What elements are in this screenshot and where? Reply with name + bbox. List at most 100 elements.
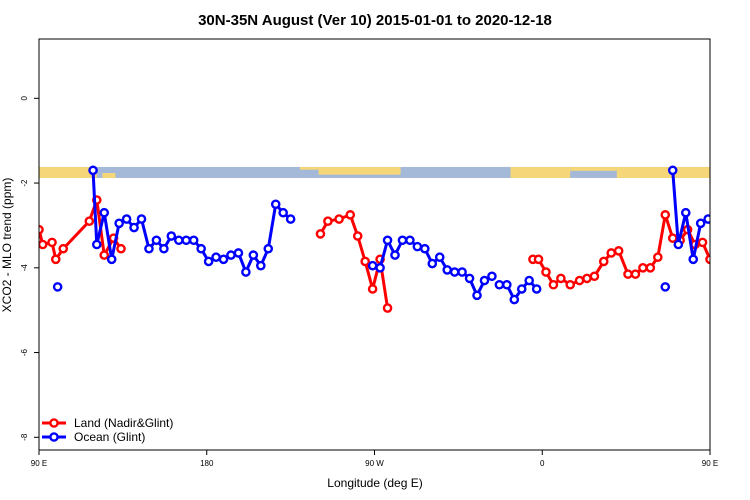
data-point bbox=[129, 222, 139, 233]
y-axis-label: XCO2 - MLO trend (ppm) bbox=[0, 178, 14, 313]
data-point bbox=[241, 267, 251, 277]
data-point bbox=[606, 248, 617, 258]
data-point bbox=[660, 282, 671, 292]
data-point bbox=[487, 271, 497, 282]
data-point bbox=[442, 265, 452, 275]
legend: Land (Nadir&Glint)Ocean (Glint) bbox=[42, 416, 173, 444]
y-tick-label: -8 bbox=[20, 433, 29, 441]
data-point bbox=[548, 279, 559, 290]
data-point bbox=[196, 243, 206, 254]
legend-marker bbox=[49, 418, 59, 428]
y-tick-label: -2 bbox=[20, 179, 29, 187]
data-point bbox=[218, 254, 229, 265]
data-point bbox=[556, 273, 566, 284]
data-point bbox=[516, 284, 527, 294]
land-region bbox=[102, 173, 116, 178]
data-point bbox=[91, 239, 102, 250]
data-point bbox=[50, 254, 61, 265]
data-point bbox=[367, 284, 378, 294]
data-point bbox=[39, 239, 48, 250]
data-point bbox=[457, 267, 467, 277]
data-point bbox=[697, 237, 708, 248]
land-region bbox=[510, 166, 571, 178]
data-point bbox=[638, 263, 648, 273]
data-point bbox=[173, 235, 184, 246]
land-region bbox=[39, 166, 97, 178]
data-point bbox=[705, 254, 710, 265]
data-point bbox=[367, 260, 378, 271]
data-point bbox=[623, 269, 633, 279]
data-point bbox=[84, 216, 95, 226]
data-point bbox=[114, 218, 124, 229]
data-point bbox=[270, 199, 281, 210]
data-point bbox=[673, 239, 684, 250]
data-point bbox=[420, 243, 430, 254]
data-point bbox=[565, 279, 576, 290]
data-point bbox=[727, 245, 734, 252]
data-point bbox=[613, 246, 624, 256]
chart-title: 30N-35N August (Ver 10) 2015-01-01 to 20… bbox=[198, 12, 552, 29]
data-point bbox=[653, 252, 663, 263]
land-ocean-mask-band bbox=[39, 166, 710, 178]
data-point bbox=[144, 243, 154, 254]
y-tick-label: 0 bbox=[20, 96, 29, 101]
data-point bbox=[405, 235, 415, 246]
data-point bbox=[248, 250, 259, 260]
data-point bbox=[211, 252, 221, 263]
data-point bbox=[427, 258, 438, 269]
data-point bbox=[345, 210, 356, 220]
data-point bbox=[464, 273, 475, 284]
data-point bbox=[667, 165, 678, 176]
data-point bbox=[151, 235, 162, 246]
data-point bbox=[285, 214, 296, 224]
data-point bbox=[736, 218, 743, 225]
data-point bbox=[382, 235, 393, 246]
data-point bbox=[352, 231, 363, 241]
data-point bbox=[524, 275, 535, 286]
data-point bbox=[742, 196, 749, 203]
x-tick-label: 90 E bbox=[702, 459, 718, 468]
data-point bbox=[660, 210, 671, 220]
data-point bbox=[688, 254, 699, 265]
legend-label: Land (Nadir&Glint) bbox=[74, 416, 173, 430]
data-point bbox=[645, 263, 656, 273]
data-point bbox=[742, 245, 749, 252]
series-line bbox=[740, 200, 750, 255]
data-point bbox=[412, 241, 423, 252]
x-axis: 90 E 180 90 W 0 90 E bbox=[31, 450, 718, 468]
x-tick-label: 90 W bbox=[365, 459, 384, 468]
data-point bbox=[719, 215, 726, 222]
x-axis-label: Longitude (deg E) bbox=[327, 476, 422, 490]
x-tick-label: 180 bbox=[200, 459, 214, 468]
data-point bbox=[99, 250, 110, 260]
data-point bbox=[667, 233, 678, 243]
legend-label: Ocean (Glint) bbox=[74, 430, 145, 444]
data-point bbox=[334, 214, 344, 224]
plot-frame bbox=[38, 38, 711, 451]
data-point bbox=[712, 224, 719, 231]
land-region bbox=[570, 166, 617, 171]
data-point bbox=[226, 250, 236, 260]
data-point bbox=[531, 284, 542, 294]
data-point bbox=[106, 254, 117, 265]
x-tick-label: 90 E bbox=[31, 459, 47, 468]
data-point bbox=[315, 229, 326, 239]
data-point bbox=[397, 235, 408, 246]
data-point bbox=[188, 235, 199, 246]
data-point bbox=[121, 214, 132, 224]
data-point bbox=[695, 218, 706, 229]
data-point bbox=[116, 243, 126, 254]
data-point bbox=[472, 290, 482, 301]
data-point bbox=[390, 250, 400, 260]
data-point bbox=[680, 207, 691, 218]
y-axis: 0 -2 -4 -6 -8 bbox=[20, 96, 39, 441]
data-point bbox=[712, 245, 719, 252]
data-point bbox=[533, 254, 544, 265]
data-point bbox=[233, 248, 244, 258]
data-point bbox=[494, 279, 505, 290]
data-point bbox=[52, 282, 63, 292]
data-point bbox=[99, 207, 110, 218]
data-point bbox=[502, 279, 512, 290]
data-point bbox=[263, 243, 274, 254]
